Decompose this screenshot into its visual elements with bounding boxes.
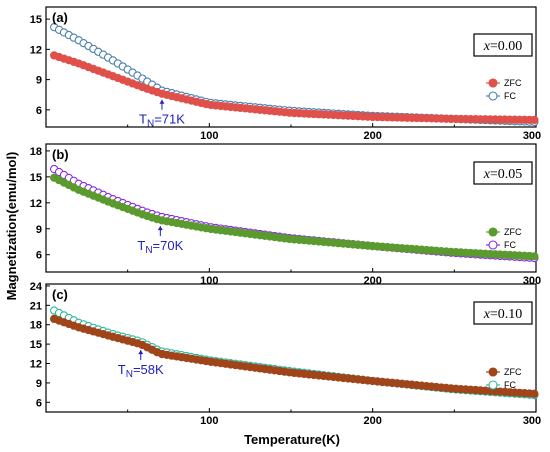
legend-entry: ZFC [504, 367, 522, 377]
y-tick-label: 15 [30, 14, 42, 26]
annotation-arrowhead [157, 226, 163, 231]
series-zfc [50, 314, 539, 398]
composition-label: x=0.00 [483, 39, 523, 54]
x-axis-title: Temperature(K) [244, 432, 340, 447]
panel-a: 6 9 12 15 100 200 300 (a) x=0.00 ZFC FC TN=71K [30, 6, 541, 142]
legend-marker [488, 240, 498, 250]
series-zfc [50, 173, 539, 261]
panel-label: (b) [52, 147, 69, 162]
y-tick-label: 9 [36, 224, 42, 236]
legend-marker [488, 78, 498, 88]
y-tick-label: 6 [36, 105, 42, 117]
tn-annotation: TN=58K [118, 362, 164, 380]
data-point [530, 252, 539, 261]
y-tick-label: 12 [30, 44, 42, 56]
y-tick-label: 24 [30, 281, 43, 293]
x-tick-label: 100 [200, 415, 218, 427]
y-tick-label: 18 [30, 146, 42, 158]
composition-box [473, 301, 533, 325]
legend-entry: FC [504, 380, 516, 390]
panel-c: 6 9 12 15 18 21 24 100 200 300 (c) x=0.10 ZFC FC TN=58… [30, 281, 541, 427]
series-zfc [50, 51, 539, 125]
y-tick-label: 9 [36, 378, 42, 390]
composition-box [473, 161, 533, 185]
y-tick-label: 12 [30, 359, 42, 371]
legend-marker [488, 380, 498, 390]
y-tick-label: 9 [36, 75, 42, 87]
y-tick-label: 6 [36, 250, 42, 262]
tn-annotation: TN=71K [139, 112, 185, 130]
panel-label: (c) [52, 287, 68, 302]
legend-entry: ZFC [504, 78, 522, 88]
legend-entry: FC [504, 240, 516, 250]
x-tick-label: 200 [363, 130, 381, 142]
annotation-arrowhead [138, 350, 144, 355]
y-tick-label: 15 [30, 172, 42, 184]
x-tick-label: 300 [523, 130, 541, 142]
x-tick-label: 300 [523, 415, 541, 427]
y-tick-label: 18 [30, 320, 42, 332]
panel-label: (a) [52, 10, 68, 25]
composition-box [473, 33, 533, 57]
legend-marker [488, 367, 498, 377]
composition-label: x=0.05 [483, 167, 523, 182]
legend-marker [488, 91, 498, 101]
y-tick-label: 6 [36, 397, 42, 409]
y-tick-label: 12 [30, 198, 42, 210]
data-point [530, 389, 539, 398]
legend-marker [488, 227, 498, 237]
legend-entry: FC [504, 91, 516, 101]
legend-entry: ZFC [504, 227, 522, 237]
y-tick-label: 15 [30, 339, 42, 351]
x-tick-label: 200 [363, 415, 381, 427]
annotation-arrowhead [159, 99, 165, 104]
x-tick-label: 100 [200, 130, 218, 142]
tn-annotation: TN=70K [137, 238, 183, 256]
y-tick-label: 21 [30, 300, 42, 312]
y-axis-title: Magnetization(emu/mol) [4, 152, 19, 301]
composition-label: x=0.10 [483, 307, 523, 322]
data-point [530, 115, 539, 125]
